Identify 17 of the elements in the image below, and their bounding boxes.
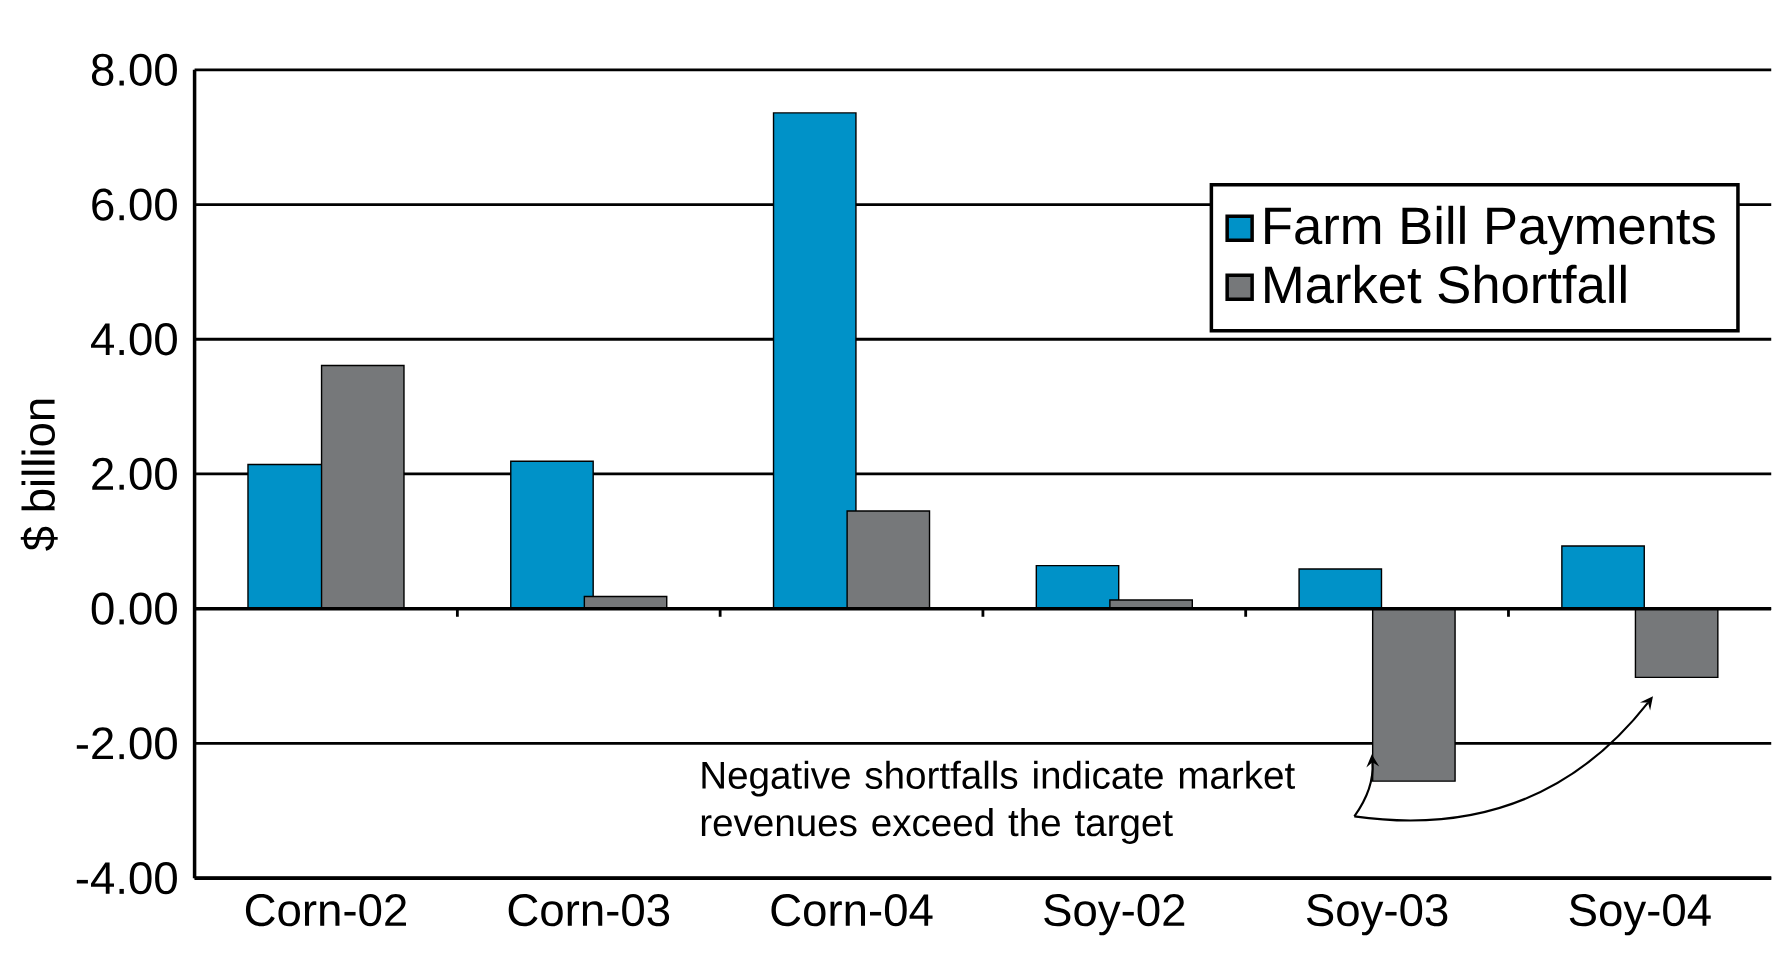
y-tick-label: 6.00	[92, 188, 177, 221]
y-tick-label: 2.00	[92, 457, 177, 491]
y-tick-label: 0.00	[91, 592, 177, 625]
y-tick-label: 4.00	[91, 323, 177, 356]
x-tick-label: Corn-04	[771, 894, 933, 927]
x-tick-label: Soy-03	[1306, 894, 1448, 936]
legend-label: Farm Bill Payments	[1265, 205, 1715, 255]
y-tick-label: -4.00	[76, 861, 177, 895]
x-tick-label: Corn-02	[245, 894, 406, 927]
x-tick-label: Soy-04	[1569, 894, 1711, 936]
x-tick-label: Corn-03	[508, 894, 670, 927]
y-tick-label: 8.00	[91, 53, 177, 86]
y-axis-title: $ billion	[20, 399, 58, 551]
y-tick-label: -2.00	[76, 727, 177, 760]
annotation: Negative shortfalls indicate market revenues exceed the target	[701, 760, 1295, 844]
x-tick-label: Soy-02	[1044, 894, 1185, 936]
legend-label: Market Shortfall	[1265, 264, 1626, 304]
